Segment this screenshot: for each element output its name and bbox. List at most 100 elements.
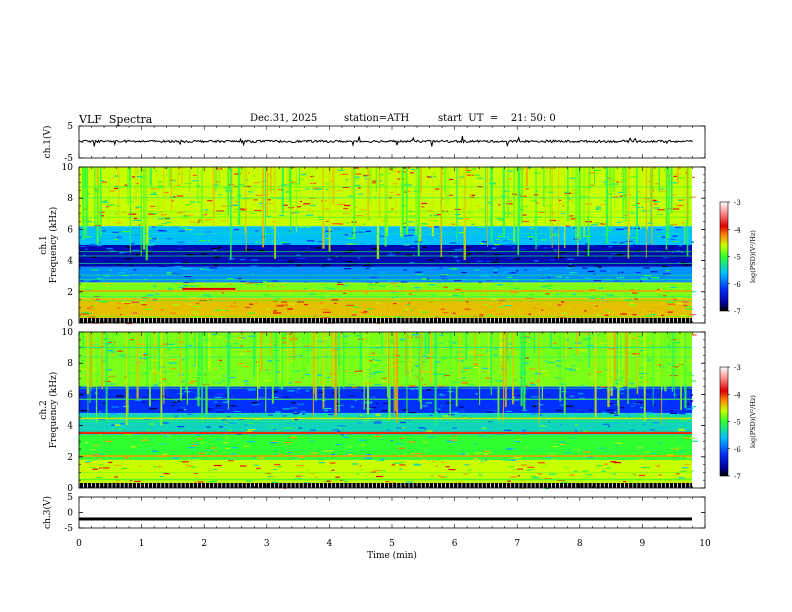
ch2-spec-speck	[375, 414, 381, 416]
ch1-spec-speck	[118, 187, 121, 189]
ch2-spec-speck	[396, 427, 402, 429]
ch2-spec-speck	[229, 341, 235, 343]
ch1-spec-speck	[617, 221, 621, 223]
ch1-spec-baseline-tick	[209, 318, 210, 323]
ch2-spec-sferic	[293, 332, 295, 360]
ch2-spec-baseline-tick	[213, 483, 215, 488]
ch1-spec-sferic	[323, 167, 326, 224]
ch2-spec-speck	[610, 461, 617, 463]
ch2-spec-speck	[149, 408, 158, 410]
ch2-spec-speck	[620, 407, 625, 409]
ch2-spec-sferic	[312, 332, 314, 419]
ch2-spec-sferic	[512, 332, 514, 405]
ch2-spec-speck	[534, 373, 542, 375]
ch1-spec-speck	[446, 225, 449, 227]
ch1-spec-speck	[418, 309, 422, 311]
ch2-spec-baseline-tick	[595, 483, 597, 488]
ch1-spec-speck	[500, 287, 504, 289]
ch2-spec-sferic	[625, 332, 628, 387]
ch2-spec-speck	[317, 459, 325, 461]
ch1-spec-speck	[521, 250, 529, 252]
ch2-spec-speck	[421, 361, 427, 363]
ch1-spec-speck	[246, 199, 255, 201]
ch2-spec-speck	[540, 409, 543, 411]
ch1-spec-speck	[561, 301, 564, 303]
ch1-spec-sferic	[84, 167, 87, 236]
ch1-spec-speck	[518, 209, 524, 211]
ch1-spec-speck	[421, 278, 427, 280]
ch2-spec-speck	[437, 385, 445, 387]
ch1-spec-speck	[653, 201, 660, 203]
ch1-spec-speck	[665, 286, 668, 288]
ch1-spec-sferic	[518, 167, 521, 230]
ch2-spec-speck	[284, 348, 288, 350]
ch2-spec-speck	[227, 416, 231, 418]
ch2-spec-speck	[167, 418, 174, 421]
ch1-spec-speck	[114, 185, 119, 187]
ch2-spec-speck	[473, 367, 479, 369]
x-tick-label: 6	[452, 539, 458, 549]
ch1-spec-sferic	[383, 167, 386, 215]
ch1-spec-speck	[183, 215, 186, 217]
ch1-spec-speck	[650, 314, 657, 316]
ch2-spec-speck	[557, 352, 561, 355]
ch1-spec-baseline-tick	[673, 318, 674, 323]
ch2-spec-speck	[107, 350, 114, 352]
ch2-spec-speck	[638, 474, 646, 477]
ch1-spec-speck	[352, 311, 358, 313]
ch1-spec-speck	[670, 286, 676, 288]
ch1-spec-speck	[557, 250, 560, 252]
ch1-spec-speck	[321, 308, 329, 310]
ch2-spec-speck	[606, 389, 614, 391]
ch2-spec-speck	[492, 410, 496, 412]
ch2-spec-speck	[152, 372, 160, 374]
ch2-spec-baseline-tick	[245, 483, 247, 488]
ch2-spec-speck	[244, 445, 249, 447]
ch2-spec-speck	[303, 369, 307, 371]
ch2-spec-speck	[510, 459, 517, 461]
ch2-spec-speck	[445, 422, 449, 424]
ch1-spec-speck	[620, 313, 627, 315]
ch2-spec-speck	[185, 465, 193, 467]
ch1-spec-speck	[497, 302, 501, 304]
ch2-spec-speck	[254, 412, 258, 414]
ch2-spec-speck	[434, 369, 440, 371]
ch2-spec-speck	[635, 402, 644, 404]
ch1-spec-speck	[152, 212, 157, 215]
ch2-spec-speck	[594, 410, 603, 413]
ch1-spec-speck	[634, 298, 638, 300]
ch1-spec-speck	[176, 212, 183, 214]
ch2-spec-speck	[228, 460, 234, 462]
ch2-spec-speck	[639, 342, 642, 344]
ch2-spec-baseline-tick	[542, 483, 544, 488]
ch1-spec-speck	[338, 169, 344, 171]
ch1-spec-speck	[178, 230, 185, 232]
ch1-spec-speck	[186, 253, 194, 256]
ch2-spec-speck	[88, 389, 94, 391]
ch1-spec-speck	[453, 228, 459, 230]
ch1-spec-speck	[556, 293, 559, 296]
ch1-spec-baseline-tick	[494, 318, 495, 323]
ch2-spec-speck	[459, 410, 466, 412]
ch1-spec-sferic	[287, 167, 289, 192]
ch1-spec-speck	[483, 220, 490, 222]
ch2-spec-speck	[637, 447, 643, 449]
ch2-spec-speck	[552, 458, 555, 460]
ch1-spec-speck	[133, 219, 142, 221]
ch2-spec-speck	[425, 402, 433, 404]
ch2-spec-speck	[296, 453, 302, 455]
ch2-spec-sferic	[363, 332, 365, 410]
ch2-spec-speck	[658, 427, 666, 429]
ch1-spec-speck	[160, 309, 165, 311]
ch2-spec-speck	[274, 350, 282, 352]
ch2-spec-speck	[248, 335, 257, 337]
ch2-spec-baseline-tick	[180, 483, 182, 488]
ch2-spec-sferic	[656, 332, 659, 386]
ch2-spec-speck	[391, 415, 398, 417]
ch2-spec-speck	[609, 333, 616, 335]
ch1-spec-speck	[516, 310, 519, 312]
ch1-spec-speck	[674, 217, 681, 219]
ch2-spec-sferic	[563, 332, 566, 415]
ch2-spec-speck	[187, 447, 196, 449]
ch2-spec-sferic	[244, 332, 247, 366]
